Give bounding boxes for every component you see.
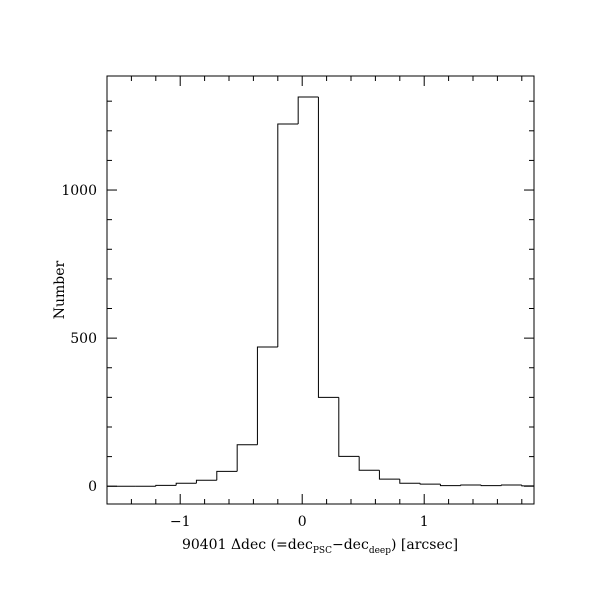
- x-tick-label: −1: [170, 514, 191, 530]
- y-axis-label: Number: [52, 260, 68, 319]
- histogram-step: [419, 483, 441, 485]
- histogram-step: [195, 479, 217, 484]
- histogram-step: [317, 97, 339, 398]
- histogram-step: [155, 484, 177, 487]
- histogram-step: [256, 346, 278, 445]
- histogram-step: [175, 482, 197, 486]
- y-tick-label: 1000: [61, 183, 97, 199]
- x-tick-label: 1: [420, 514, 429, 530]
- y-tick-label: 0: [88, 479, 97, 495]
- histogram-step: [399, 479, 421, 484]
- x-label-part: −dec: [332, 537, 369, 553]
- histogram-step: [439, 484, 461, 487]
- plot-frame: [106, 75, 535, 505]
- y-tick-label: 500: [70, 331, 97, 347]
- histogram-step: [236, 444, 258, 472]
- x-label-part: ) [arcsec]: [391, 537, 458, 553]
- histogram-step: [521, 485, 534, 487]
- x-label-sub: PSC: [313, 546, 332, 556]
- histogram-step: [297, 96, 319, 124]
- histogram-step: [480, 485, 502, 487]
- histogram-step: [378, 470, 400, 480]
- histogram-step: [216, 470, 238, 481]
- histogram-step: [500, 484, 522, 486]
- histogram-step: [338, 397, 360, 457]
- histogram-step: [358, 456, 380, 471]
- x-label-part: 90401 Δdec (=dec: [182, 537, 313, 553]
- x-label-sub: deep: [369, 546, 391, 556]
- x-axis-label: 90401 Δdec (=decPSC−decdeep) [arcsec]: [182, 537, 458, 556]
- histogram-step: [460, 484, 482, 486]
- histogram-step: [277, 123, 299, 348]
- x-tick-label: 0: [298, 514, 307, 530]
